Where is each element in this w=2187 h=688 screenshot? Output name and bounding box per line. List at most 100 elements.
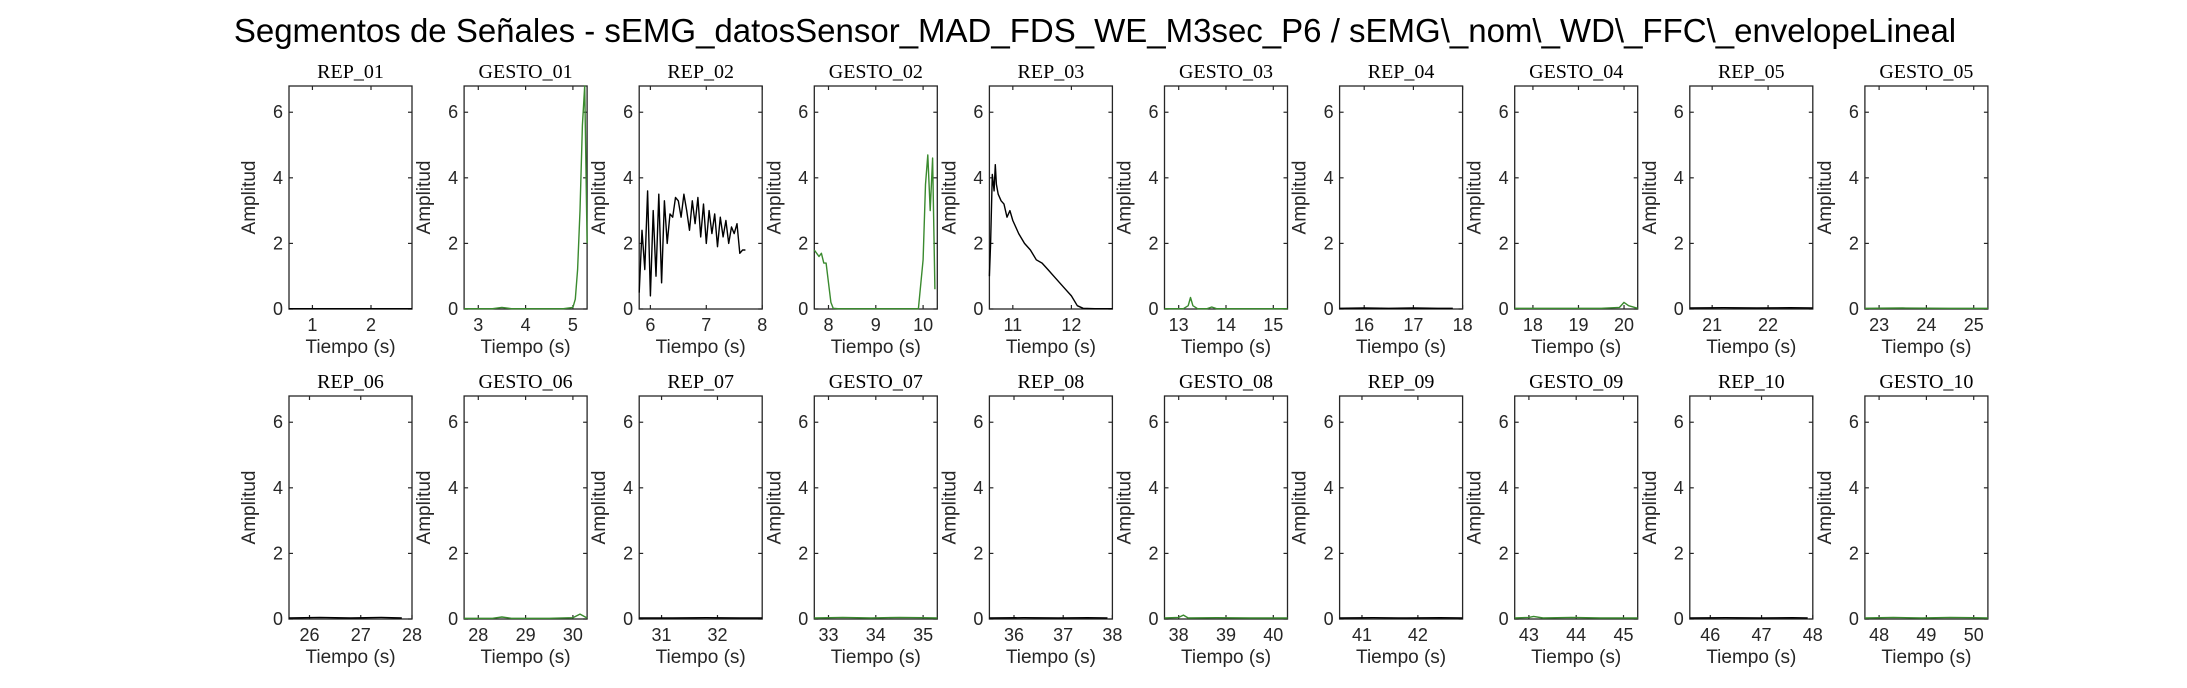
y-tick-label: 6 [448, 412, 458, 432]
subplot-title: GESTO_01 [479, 61, 573, 83]
y-tick-label: 2 [1499, 543, 1509, 563]
x-tick-label: 8 [757, 315, 767, 335]
x-axis-label: Tiempo (s) [1006, 337, 1096, 358]
x-tick-label: 9 [871, 315, 881, 335]
y-tick-label: 6 [973, 412, 983, 432]
x-tick-label: 20 [1614, 315, 1634, 335]
x-tick-label: 36 [1004, 625, 1024, 645]
plot-frame [463, 85, 588, 310]
y-axis-label: Amplitud [1290, 161, 1311, 235]
x-axis-label: Tiempo (s) [1881, 647, 1971, 668]
y-axis-label: Amplitud [589, 471, 610, 545]
plot-frame [1163, 395, 1289, 620]
y-axis-label: Amplitud [1640, 161, 1661, 235]
y-axis-label: Amplitud [414, 471, 435, 545]
y-tick-label: 0 [273, 609, 283, 629]
x-tick-label: 41 [1352, 625, 1372, 645]
subplot: 0 2 4 6 38 39 40 GESTO_08 Tiempo (s) Amplitud [1115, 371, 1289, 668]
y-tick-label: 0 [1849, 609, 1859, 629]
subplot: 0 2 4 6 41 42 REP_09 Tiempo (s) Amplitud [1290, 371, 1464, 668]
subplot-title: GESTO_10 [1879, 371, 1973, 393]
plot-frame [1338, 85, 1464, 310]
y-tick-label: 6 [1849, 102, 1859, 122]
y-axis-label: Amplitud [1115, 471, 1136, 545]
y-tick-label: 6 [798, 102, 808, 122]
x-tick-label: 48 [1869, 625, 1889, 645]
y-tick-label: 4 [623, 168, 633, 188]
x-tick-label: 5 [568, 315, 578, 335]
subplot-title: REP_08 [1018, 371, 1085, 393]
x-tick-label: 19 [1568, 315, 1588, 335]
x-tick-label: 44 [1566, 625, 1586, 645]
x-axis-label: Tiempo (s) [481, 647, 571, 668]
y-axis-label: Amplitud [939, 471, 960, 545]
plot-frame [1689, 395, 1814, 620]
subplot-title: GESTO_08 [1179, 371, 1273, 393]
x-axis-label: Tiempo (s) [1006, 647, 1096, 668]
x-tick-label: 28 [468, 625, 488, 645]
x-tick-label: 40 [1263, 625, 1283, 645]
subplot: 0 2 4 6 31 32 REP_07 Tiempo (s) Amplitud [589, 371, 763, 668]
y-tick-label: 4 [1674, 168, 1684, 188]
y-tick-label: 0 [798, 299, 808, 319]
plot-frame [1864, 395, 1989, 620]
y-axis-label: Amplitud [1465, 471, 1486, 545]
y-tick-label: 0 [1324, 609, 1334, 629]
y-tick-label: 2 [1849, 543, 1859, 563]
y-tick-label: 2 [1324, 543, 1334, 563]
x-tick-label: 48 [1803, 625, 1823, 645]
x-tick-label: 17 [1403, 315, 1423, 335]
y-tick-label: 2 [448, 543, 458, 563]
y-axis-label: Amplitud [1290, 471, 1311, 545]
subplot: 0 2 4 6 18 19 20 GESTO_04 Tiempo (s) Amplitud [1465, 61, 1639, 358]
y-tick-label: 2 [973, 543, 983, 563]
plot-frame [638, 395, 763, 620]
y-tick-label: 6 [1324, 102, 1334, 122]
y-tick-label: 4 [623, 478, 633, 498]
x-tick-label: 18 [1453, 315, 1473, 335]
subplot-title: GESTO_02 [829, 61, 923, 83]
x-axis-label: Tiempo (s) [1881, 337, 1971, 358]
y-tick-label: 0 [623, 299, 633, 319]
x-tick-label: 3 [473, 315, 483, 335]
subplot: 0 2 4 6 28 29 30 GESTO_06 Tiempo (s) Amplitud [414, 371, 588, 668]
plot-frame [1338, 395, 1464, 620]
plot-frame [1864, 85, 1989, 310]
x-tick-label: 38 [1169, 625, 1189, 645]
subplot: 0 2 4 6 6 7 8 REP_02 Tiempo (s) Amplitud [589, 61, 767, 358]
y-tick-label: 0 [1674, 299, 1684, 319]
subplot-title: REP_09 [1368, 371, 1435, 393]
subplot-title: REP_02 [667, 61, 734, 83]
plot-frame [813, 395, 938, 620]
subplot-title: REP_07 [667, 371, 734, 393]
x-tick-label: 24 [1916, 315, 1936, 335]
series-line [814, 616, 938, 619]
y-tick-label: 6 [1499, 412, 1509, 432]
y-tick-label: 2 [1148, 233, 1158, 253]
y-axis-label: Amplitud [239, 161, 260, 235]
plot-frame [463, 395, 588, 620]
y-tick-label: 2 [1324, 233, 1334, 253]
y-tick-label: 0 [1849, 299, 1859, 319]
y-tick-label: 0 [973, 299, 983, 319]
x-axis-label: Tiempo (s) [1356, 647, 1446, 668]
subplot-title: REP_04 [1368, 61, 1435, 83]
y-tick-label: 0 [1674, 609, 1684, 629]
subplot-title: GESTO_04 [1529, 61, 1623, 83]
subplot-title: GESTO_06 [479, 371, 573, 393]
subplot-title: GESTO_03 [1179, 61, 1273, 83]
x-tick-label: 16 [1354, 315, 1374, 335]
x-axis-label: Tiempo (s) [1181, 647, 1271, 668]
x-tick-label: 15 [1263, 315, 1283, 335]
x-tick-label: 37 [1053, 625, 1073, 645]
y-axis-label: Amplitud [239, 471, 260, 545]
series-line [1164, 296, 1288, 310]
y-tick-label: 6 [1674, 412, 1684, 432]
y-tick-label: 0 [1148, 299, 1158, 319]
y-tick-label: 6 [1849, 412, 1859, 432]
y-tick-label: 2 [623, 543, 633, 563]
y-tick-label: 4 [1148, 478, 1158, 498]
x-tick-label: 23 [1869, 315, 1889, 335]
y-tick-label: 6 [1499, 102, 1509, 122]
